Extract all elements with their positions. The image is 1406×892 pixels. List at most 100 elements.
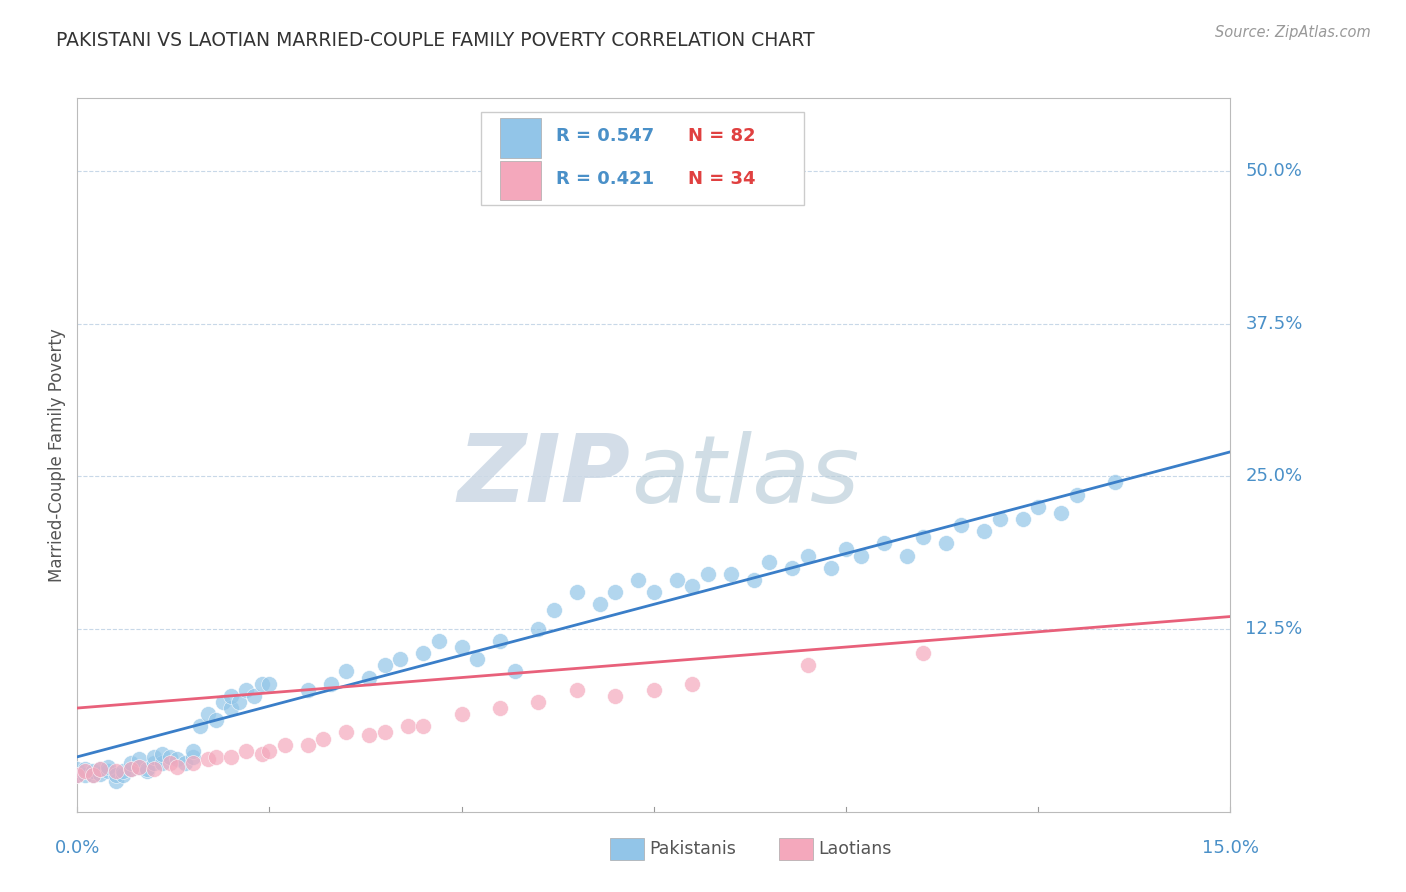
Text: PAKISTANI VS LAOTIAN MARRIED-COUPLE FAMILY POVERTY CORRELATION CHART: PAKISTANI VS LAOTIAN MARRIED-COUPLE FAMI… bbox=[56, 31, 815, 50]
Point bbox=[104, 768, 127, 782]
Text: 12.5%: 12.5% bbox=[1246, 620, 1302, 638]
Point bbox=[135, 764, 157, 779]
Point bbox=[159, 756, 181, 770]
Point bbox=[643, 585, 665, 599]
Point bbox=[1104, 475, 1126, 490]
Text: N = 82: N = 82 bbox=[689, 128, 756, 145]
Point bbox=[297, 738, 319, 752]
Point bbox=[166, 752, 188, 766]
Point bbox=[565, 682, 588, 697]
Text: 15.0%: 15.0% bbox=[1202, 838, 1258, 856]
Point bbox=[82, 764, 104, 779]
Point bbox=[97, 759, 120, 773]
Point bbox=[143, 762, 166, 776]
Point bbox=[197, 752, 219, 766]
Point bbox=[605, 585, 627, 599]
Point bbox=[174, 756, 197, 770]
Point bbox=[988, 512, 1011, 526]
FancyBboxPatch shape bbox=[481, 112, 804, 205]
Point bbox=[66, 768, 89, 782]
Point bbox=[505, 665, 527, 679]
Point bbox=[243, 689, 266, 703]
Point bbox=[212, 695, 235, 709]
Point bbox=[758, 555, 780, 569]
Point bbox=[319, 676, 342, 690]
Point bbox=[120, 756, 142, 770]
Point bbox=[489, 634, 512, 648]
Point bbox=[128, 752, 150, 766]
Bar bbox=[501, 119, 541, 158]
Text: Laotians: Laotians bbox=[818, 840, 891, 858]
Text: Source: ZipAtlas.com: Source: ZipAtlas.com bbox=[1215, 25, 1371, 40]
Point bbox=[312, 731, 335, 746]
Point bbox=[389, 652, 412, 666]
Text: 25.0%: 25.0% bbox=[1246, 467, 1302, 485]
Point bbox=[796, 549, 818, 563]
Point bbox=[150, 747, 173, 762]
Point bbox=[112, 768, 135, 782]
Point bbox=[605, 689, 627, 703]
Point bbox=[742, 573, 765, 587]
Point bbox=[1026, 500, 1049, 514]
Point bbox=[250, 676, 273, 690]
Point bbox=[489, 701, 512, 715]
Point bbox=[374, 725, 396, 739]
Point bbox=[188, 719, 211, 733]
Point bbox=[1050, 506, 1073, 520]
Text: ZIP: ZIP bbox=[458, 430, 631, 523]
Point bbox=[73, 762, 96, 776]
Point bbox=[181, 756, 204, 770]
Point bbox=[82, 768, 104, 782]
Point bbox=[82, 768, 104, 782]
Point bbox=[219, 689, 242, 703]
Point bbox=[97, 764, 120, 779]
Point bbox=[204, 749, 226, 764]
Point bbox=[150, 756, 173, 770]
Point bbox=[274, 738, 297, 752]
Point bbox=[427, 634, 450, 648]
Point bbox=[128, 759, 150, 773]
Y-axis label: Married-Couple Family Poverty: Married-Couple Family Poverty bbox=[48, 328, 66, 582]
Point bbox=[219, 749, 242, 764]
Point bbox=[297, 682, 319, 697]
Point bbox=[681, 579, 703, 593]
Point bbox=[259, 676, 281, 690]
Point bbox=[412, 646, 434, 660]
Point bbox=[820, 560, 842, 574]
Point bbox=[873, 536, 896, 550]
Point bbox=[181, 744, 204, 758]
Point bbox=[143, 749, 166, 764]
Point bbox=[543, 603, 565, 617]
Point bbox=[335, 665, 357, 679]
Point bbox=[235, 682, 257, 697]
Point bbox=[720, 566, 742, 581]
Point bbox=[465, 652, 488, 666]
Point bbox=[450, 707, 472, 722]
Point bbox=[120, 762, 142, 776]
Point bbox=[73, 764, 96, 779]
Point bbox=[527, 695, 550, 709]
Point bbox=[565, 585, 588, 599]
Point bbox=[166, 759, 188, 773]
Point bbox=[112, 764, 135, 779]
Point bbox=[197, 707, 219, 722]
Point bbox=[204, 713, 226, 727]
Point bbox=[89, 762, 111, 776]
Point bbox=[259, 744, 281, 758]
Point bbox=[665, 573, 688, 587]
Point bbox=[374, 658, 396, 673]
Point bbox=[181, 749, 204, 764]
Point bbox=[128, 759, 150, 773]
Text: N = 34: N = 34 bbox=[689, 170, 756, 188]
Point bbox=[973, 524, 995, 538]
Point bbox=[66, 768, 89, 782]
Bar bbox=[501, 161, 541, 201]
Text: Pakistanis: Pakistanis bbox=[650, 840, 737, 858]
Point bbox=[104, 774, 127, 789]
Point bbox=[896, 549, 918, 563]
Point bbox=[450, 640, 472, 654]
Point bbox=[935, 536, 957, 550]
Point bbox=[835, 542, 858, 557]
Point bbox=[135, 762, 157, 776]
Point bbox=[911, 646, 934, 660]
